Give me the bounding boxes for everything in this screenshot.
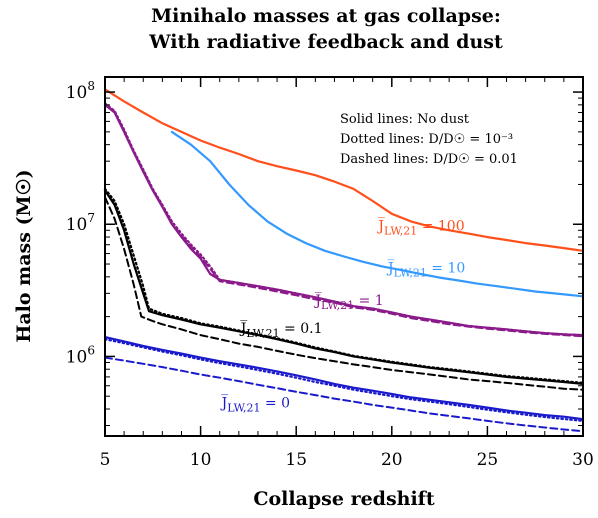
series-layer — [103, 88, 585, 433]
chart-title-line-1: Minihalo masses at gas collapse: — [151, 5, 501, 27]
series-line-j0-dashed — [104, 356, 584, 433]
x-axis-label: Collapse redshift — [253, 488, 435, 510]
series-label-j10: J̅LW,21 = 10 — [386, 258, 465, 280]
series-line-j1-solid — [103, 103, 585, 337]
x-tick-label: 15 — [285, 450, 307, 470]
y-tick-label: 106 — [66, 343, 95, 367]
series-line-j01-solid — [103, 189, 585, 385]
series-label-j0: J̅LW,21 = 0 — [220, 393, 290, 415]
series-labels: J̅LW,21 = 100 J̅LW,21 = 10J̅LW,21 = 1 J̅LW… — [220, 216, 466, 415]
legend-dotted: Dotted lines: D/D☉ = 10⁻³ — [340, 132, 513, 147]
legend-solid: Solid lines: No dust — [340, 112, 470, 127]
legend-dashed: Dashed lines: D/D☉ = 0.01 — [340, 152, 518, 167]
x-tick-label: 5 — [100, 450, 111, 470]
series-line-j0-dotted — [103, 338, 585, 422]
series-line-j0-solid — [103, 336, 585, 421]
y-tick-label: 107 — [66, 211, 95, 235]
y-tick-label: 108 — [66, 79, 95, 103]
chart-title-line-2: With radiative feedback and dust — [148, 31, 503, 53]
ticks-layer: 5 10 15 20 25 30 106 107 108 — [66, 77, 594, 470]
x-tick-label: 25 — [477, 450, 499, 470]
series-label-j100: J̅LW,21 = 100 — [376, 216, 464, 238]
series-line-j10-solid — [170, 130, 585, 298]
series-label-j01: J̅LW,21 = 0.1 — [239, 319, 323, 341]
series-line-j01-dashed — [104, 196, 584, 391]
series-label-j1: J̅LW,21 = 1 — [313, 290, 383, 312]
x-tick-label: 20 — [381, 450, 403, 470]
series-line-j100-solid — [103, 88, 585, 252]
x-tick-label: 10 — [190, 450, 212, 470]
y-axis-label: Halo mass (M☉) — [13, 169, 35, 342]
x-tick-label: 30 — [572, 450, 594, 470]
plot-frame — [104, 76, 584, 437]
